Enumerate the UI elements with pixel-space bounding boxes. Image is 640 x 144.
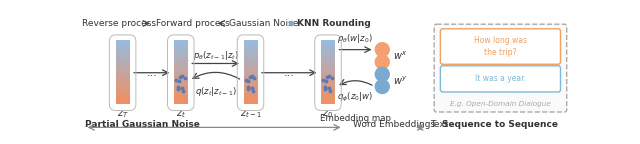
Text: $w^y$: $w^y$ (393, 74, 408, 87)
Circle shape (375, 67, 389, 81)
Text: $z_T$: $z_T$ (116, 108, 129, 120)
Circle shape (375, 80, 389, 93)
Text: $z_t$: $z_t$ (176, 108, 186, 120)
Circle shape (375, 43, 389, 57)
FancyBboxPatch shape (440, 29, 561, 64)
FancyBboxPatch shape (440, 66, 561, 92)
Text: Forward process: Forward process (156, 19, 230, 28)
Text: Embedding map: Embedding map (319, 114, 390, 123)
Text: $z_{t-1}$: $z_{t-1}$ (239, 108, 261, 120)
Text: Text: Text (430, 120, 449, 129)
Text: ...: ... (284, 68, 294, 78)
Text: Sequence to Sequence: Sequence to Sequence (442, 120, 559, 129)
Text: $p_{\theta}(z_{t-1}|z_t)$: $p_{\theta}(z_{t-1}|z_t)$ (193, 49, 239, 62)
Text: It was a year.: It was a year. (475, 74, 526, 83)
Text: Reverse process: Reverse process (81, 19, 156, 28)
Text: $q_{\phi}(z_0|w)$: $q_{\phi}(z_0|w)$ (337, 91, 373, 104)
Text: Word Embeddings: Word Embeddings (353, 120, 435, 129)
Text: $z_0$: $z_0$ (323, 108, 333, 120)
Circle shape (375, 55, 389, 69)
Text: $p_{\theta}(w|z_0)$: $p_{\theta}(w|z_0)$ (337, 32, 373, 45)
Text: ...: ... (147, 68, 157, 78)
Text: How long was
the trip?: How long was the trip? (474, 36, 527, 57)
FancyBboxPatch shape (434, 24, 566, 112)
Text: $q(z_t|z_{t-1})$: $q(z_t|z_{t-1})$ (195, 85, 237, 98)
Text: $w^x$: $w^x$ (393, 50, 408, 62)
Text: Partial Gaussian Noise: Partial Gaussian Noise (84, 120, 200, 129)
Text: Gaussian Noise: Gaussian Noise (229, 19, 298, 28)
Text: KNN Rounding: KNN Rounding (297, 19, 371, 28)
Text: E.g. Open-Domain Dialogue: E.g. Open-Domain Dialogue (450, 101, 551, 107)
